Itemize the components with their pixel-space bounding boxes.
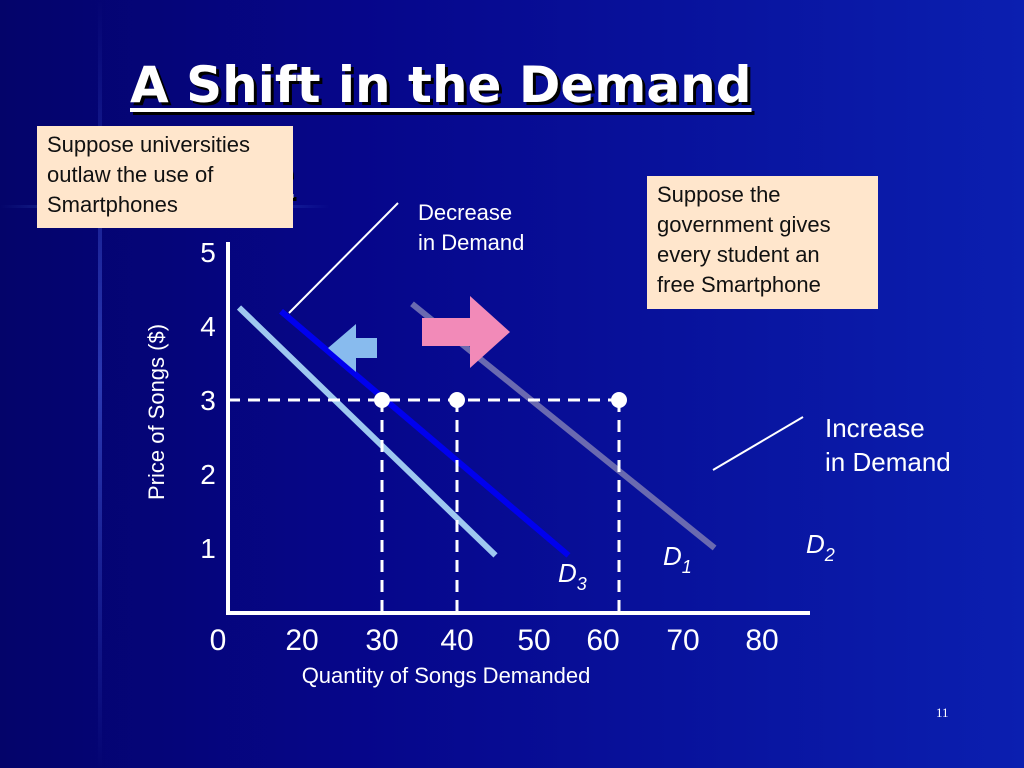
demand-curve-d3	[236, 305, 498, 558]
y-axis-label: Price of Songs ($)	[144, 324, 169, 500]
note-left-line-1: Suppose universities	[47, 132, 251, 157]
curve-label-d2: D2	[806, 529, 835, 565]
x-tick-label: 30	[365, 624, 398, 657]
x-axis-label: Quantity of Songs Demanded	[302, 663, 591, 688]
curve-label-subscript: 2	[824, 545, 835, 565]
decrease-label-line-2: in Demand	[418, 230, 524, 255]
right-shift-arrow	[422, 296, 510, 368]
increase-label-line-1: Increase	[825, 413, 925, 443]
increase-label-line-2: in Demand	[825, 447, 951, 477]
x-tick-label: 70	[666, 624, 699, 657]
decrease-label-line-1: Decrease	[418, 200, 512, 225]
equilibrium-point-d3	[374, 392, 390, 408]
decrease-pointer-line	[288, 202, 399, 314]
x-tick-label: 60	[586, 624, 619, 657]
y-tick-label: 2	[200, 459, 216, 490]
curve-label-d1: D1	[663, 541, 692, 577]
x-tick-label: 50	[517, 624, 550, 657]
x-tick-label: 40	[440, 624, 473, 657]
note-universities-outlaw: Suppose universities outlaw the use of S…	[37, 126, 293, 228]
equilibrium-point-d2	[611, 392, 627, 408]
decorative-vertical-line	[98, 0, 102, 768]
note-right-line-4: free Smartphone	[657, 272, 821, 297]
x-tick-label: 20	[285, 624, 318, 657]
equilibrium-point-d1	[449, 392, 465, 408]
curve-label-d3: D3	[558, 558, 587, 594]
y-tick-label: 3	[200, 385, 216, 416]
y-tick-label: 5	[200, 237, 216, 268]
note-right-line-3: every student an	[657, 242, 820, 267]
curve-label-subscript: 1	[682, 557, 692, 577]
note-left-line-3: Smartphones	[47, 192, 178, 217]
demand-curve-d1	[279, 308, 571, 558]
note-right-line-2: government gives	[657, 212, 831, 237]
curve-label-subscript: 3	[577, 574, 587, 594]
note-left-line-2: outlaw the use of	[47, 162, 214, 187]
increase-pointer-line	[712, 416, 804, 471]
left-shift-arrow	[328, 324, 377, 372]
y-tick-label: 4	[200, 311, 216, 342]
x-tick-label: 0	[210, 624, 227, 657]
note-government-gives: Suppose the government gives every stude…	[647, 176, 878, 309]
note-right-line-1: Suppose the	[657, 182, 781, 207]
x-tick-label: 80	[745, 624, 778, 657]
slide-number: 11	[936, 705, 949, 720]
y-tick-label: 1	[200, 533, 216, 564]
